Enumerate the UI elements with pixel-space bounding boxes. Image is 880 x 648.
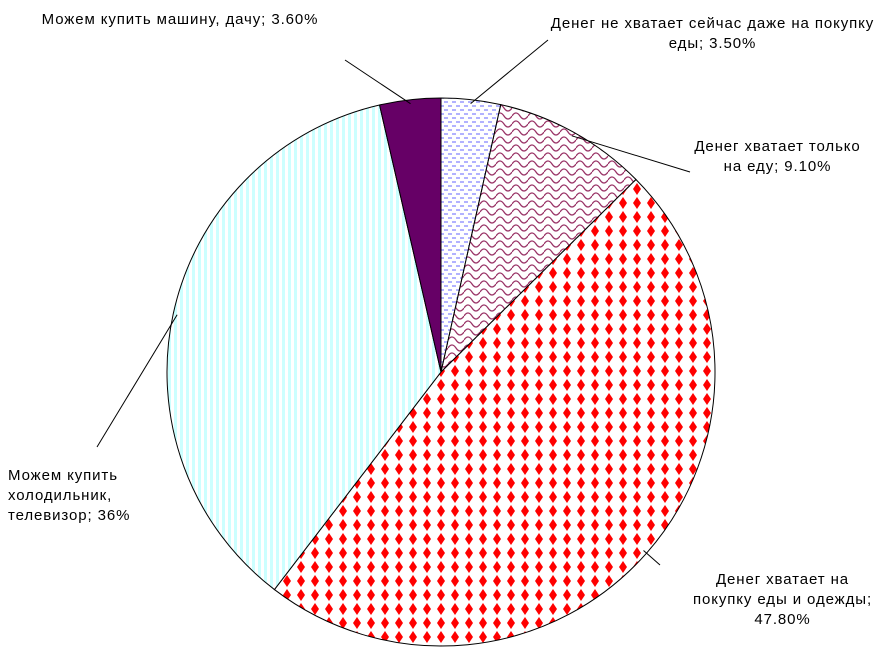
leader-line <box>344 59 411 105</box>
value-label: 3.60% <box>271 11 319 28</box>
category: Можем купить холодильник, телевизор <box>8 467 118 524</box>
leader-line <box>643 550 661 566</box>
category: Можем купить машину, дачу <box>41 11 262 28</box>
value-label: 47.80% <box>754 611 811 628</box>
leader-line <box>571 135 691 173</box>
category: Денег хватает только на еду <box>694 138 861 175</box>
slice-label: Можем купить холодильник, телевизор; 36% <box>8 466 188 526</box>
separator: ; <box>774 158 780 175</box>
category: Денег не хватает сейчас даже на покупку … <box>550 15 875 52</box>
value-label: 3.50% <box>709 35 757 52</box>
leader-line <box>96 314 178 448</box>
separator: ; <box>261 11 267 28</box>
value-label: 36% <box>97 507 131 524</box>
slice-label: Можем купить машину, дачу; 3.60% <box>35 10 325 30</box>
separator: ; <box>87 507 93 524</box>
pie-slice <box>440 104 637 374</box>
value-label: 9.10% <box>784 158 832 175</box>
pie-slice <box>166 104 442 591</box>
pie-slice <box>378 97 442 373</box>
slice-label: Денег хватает на покупку еды и одежды; 4… <box>690 570 875 630</box>
separator: ; <box>699 35 705 52</box>
leader-line <box>470 39 549 105</box>
category: Денег хватает на покупку еды и одежды <box>692 571 867 608</box>
slice-label: Денег хватает только на еду; 9.10% <box>690 137 865 177</box>
separator: ; <box>866 591 873 608</box>
slice-label: Денег не хватает сейчас даже на покупку … <box>545 14 880 54</box>
